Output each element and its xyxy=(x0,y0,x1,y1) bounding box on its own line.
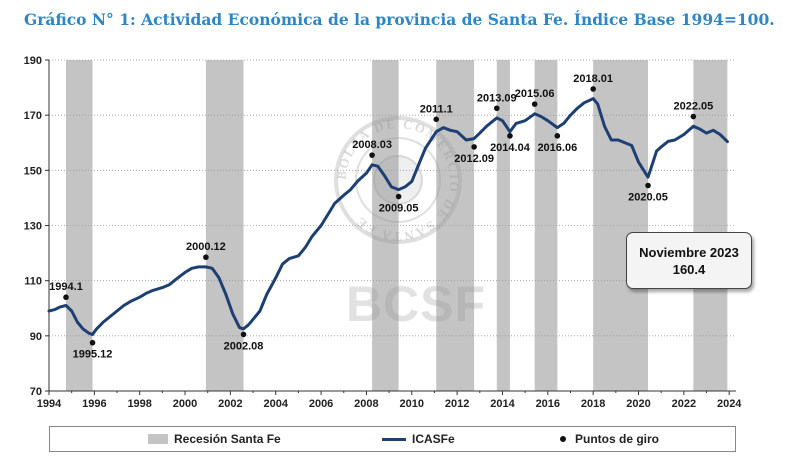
turning-point-dot xyxy=(89,339,96,346)
turning-point-dot xyxy=(203,254,209,261)
series-layer xyxy=(47,97,729,336)
axes: 70 90 110 130 150 170 190 1994 1996 1998 2000 2002 2… xyxy=(24,55,743,410)
latest-value-annotation: Noviembre 2023 160.4 xyxy=(626,232,752,289)
recession-band xyxy=(534,60,558,391)
x-tick-label: 1996 xyxy=(82,398,106,410)
y-tick-label: 130 xyxy=(24,221,42,233)
turning-point-dot xyxy=(395,193,402,200)
x-tick-label: 2004 xyxy=(263,398,288,410)
turning-point-dot xyxy=(690,113,697,120)
legend-recession-label: Recesión Santa Fe xyxy=(174,432,281,446)
gridlines xyxy=(49,59,736,337)
turning-point-label: 1995.12 xyxy=(73,349,113,361)
x-tick-label: 2012 xyxy=(445,398,469,410)
turning-point-label: 2011.1 xyxy=(420,103,453,115)
x-tick-label: 2006 xyxy=(309,398,333,410)
legend-series-swatch xyxy=(382,437,406,441)
turning-point-dot xyxy=(531,101,538,107)
legend-series: ICASFe xyxy=(382,432,455,446)
turning-point-dot xyxy=(63,294,69,301)
turning-point-label: 2009.05 xyxy=(379,203,419,215)
y-tick-label: 170 xyxy=(24,110,42,122)
y-tick-label: 70 xyxy=(30,386,42,398)
turning-point-dot xyxy=(507,133,513,139)
x-tick-label: 2022 xyxy=(672,398,696,410)
legend-recession: Recesión Santa Fe xyxy=(148,432,281,446)
turning-point-dot xyxy=(493,105,500,112)
turning-point-label: 2013.09 xyxy=(477,92,517,104)
turning-point-dot xyxy=(240,331,247,338)
turning-point-dot xyxy=(554,133,561,139)
legend-points-swatch xyxy=(560,436,566,442)
y-tick-label: 90 xyxy=(30,331,42,343)
legend-series-label: ICASFe xyxy=(412,432,455,446)
watermark-logo-text: BCSF xyxy=(345,276,487,332)
x-tick-label: 2008 xyxy=(354,398,378,410)
annotation-date: Noviembre 2023 xyxy=(639,244,739,260)
x-tick-label: 2014 xyxy=(490,398,515,410)
legend-points: Puntos de giro xyxy=(560,432,659,446)
x-tick-label: 2020 xyxy=(626,398,650,410)
chart-title: Gráfico N° 1: Actividad Económica de la … xyxy=(24,10,775,29)
x-tick-label: 2024 xyxy=(717,398,742,410)
seal-outer-ring xyxy=(334,116,462,244)
y-tick-label: 110 xyxy=(24,276,42,288)
turning-point-dot xyxy=(433,116,440,123)
x-tick-label: 2018 xyxy=(581,398,605,410)
turning-point-label: 2012.09 xyxy=(454,153,494,165)
turning-point-label: 2018.01 xyxy=(573,73,613,85)
turning-point-dot xyxy=(590,86,596,92)
turning-point-label: 2022.05 xyxy=(673,101,713,113)
annotation-value: 160.4 xyxy=(672,261,706,277)
recession-band xyxy=(496,60,510,391)
y-tick-label: 150 xyxy=(24,165,42,177)
x-tick-label: 2010 xyxy=(400,398,424,410)
legend: Recesión Santa Fe ICASFe Puntos de giro xyxy=(49,426,736,452)
y-tick-label: 190 xyxy=(24,55,42,67)
series-line-icasfe xyxy=(47,97,729,336)
x-tick-label: 1998 xyxy=(127,398,151,410)
turning-point-label: 2020.05 xyxy=(628,192,668,204)
seal-inner-ring xyxy=(355,137,441,223)
legend-points-label: Puntos de giro xyxy=(575,432,659,446)
turning-point-label: 2015.06 xyxy=(515,88,555,100)
x-tick-label: 1994 xyxy=(37,398,62,410)
turning-point-label: 2014.04 xyxy=(490,142,531,154)
legend-recession-swatch xyxy=(148,434,168,444)
turning-point-label: 2008.03 xyxy=(352,139,392,151)
turning-points: 1994.1 1995.12 2000.12 2002.08 2008.03 2009.0… xyxy=(49,73,713,361)
x-tick-label: 2000 xyxy=(173,398,197,410)
turning-point-label: 1994.1 xyxy=(49,281,83,293)
turning-point-dot xyxy=(471,144,477,150)
seal-emblem xyxy=(373,155,423,205)
turning-point-label: 2002.08 xyxy=(224,340,264,352)
turning-point-dot xyxy=(369,152,375,158)
x-tick-label: 2002 xyxy=(218,398,242,410)
turning-point-dot xyxy=(645,182,651,189)
x-tick-label: 2016 xyxy=(536,398,560,410)
turning-point-label: 2016.06 xyxy=(537,142,577,154)
turning-point-label: 2000.12 xyxy=(186,241,226,253)
recession-band xyxy=(205,60,244,391)
